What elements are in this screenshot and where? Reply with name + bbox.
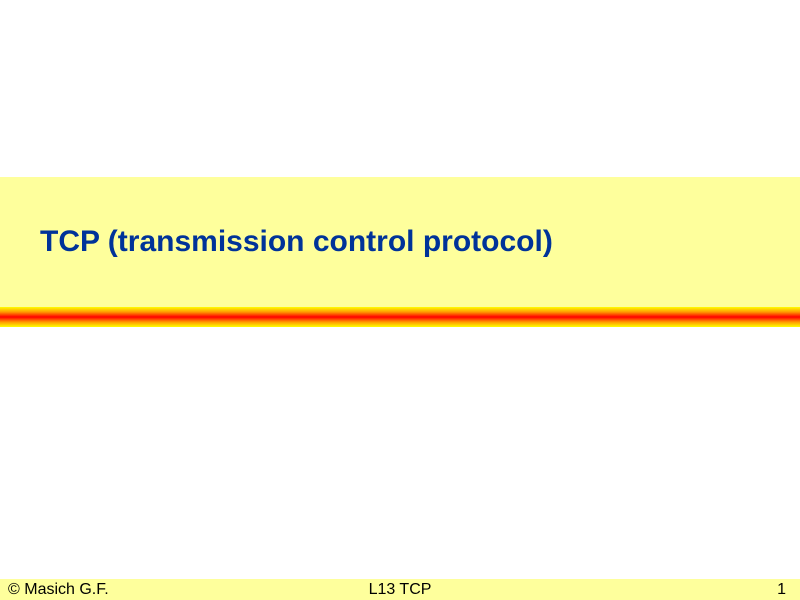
divider-gradient-bar bbox=[0, 307, 800, 327]
footer-author: © Masich G.F. bbox=[0, 579, 264, 600]
footer-bar: © Masich G.F. L13 TCP 1 bbox=[0, 579, 800, 600]
slide-title: TCP (transmission control protocol) bbox=[40, 225, 553, 259]
footer-page-number: 1 bbox=[536, 579, 800, 600]
footer-lecture: L13 TCP bbox=[264, 579, 536, 600]
title-band: TCP (transmission control protocol) bbox=[0, 177, 800, 307]
